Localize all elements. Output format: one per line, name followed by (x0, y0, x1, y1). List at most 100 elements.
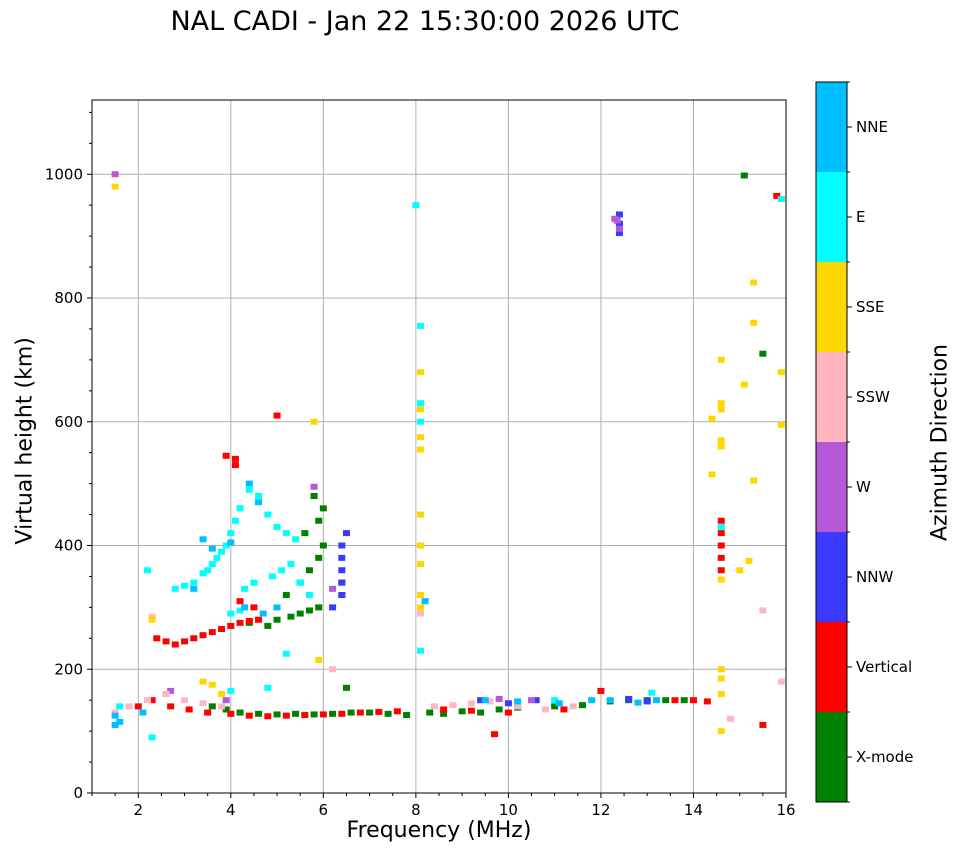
point-x-mode (426, 709, 434, 716)
point-sse (315, 656, 323, 663)
point-e (278, 567, 286, 574)
y-tick-label: 400 (54, 537, 83, 555)
point-e (282, 650, 290, 657)
point-e (171, 585, 179, 592)
point-vertical (773, 192, 781, 199)
point-vertical (148, 697, 156, 704)
y-tick-label: 200 (54, 660, 83, 678)
point-x-mode (222, 706, 230, 713)
point-nne (190, 585, 198, 592)
point-vertical (717, 530, 725, 537)
point-vertical (338, 710, 346, 717)
point-vertical (717, 517, 725, 524)
point-ssw (125, 703, 133, 710)
point-ssw (449, 702, 457, 709)
point-w (310, 483, 318, 490)
point-sse (416, 604, 424, 611)
x-tick-label: 10 (499, 801, 518, 819)
point-e (208, 561, 216, 568)
point-vertical (282, 712, 290, 719)
point-x-mode (440, 710, 448, 717)
chart-title: NAL CADI - Jan 22 15:30:00 2026 UTC (170, 6, 680, 37)
point-ssw (726, 715, 734, 722)
point-e (287, 561, 295, 568)
point-vertical (227, 622, 235, 629)
point-ssw (181, 697, 189, 704)
point-x-mode (662, 697, 670, 704)
point-nnw (342, 530, 350, 537)
point-x-mode (282, 592, 290, 598)
point-x-mode (236, 709, 244, 716)
point-w (222, 697, 230, 704)
point-vertical (717, 542, 725, 549)
point-e (648, 689, 656, 696)
point-nne (606, 697, 614, 704)
point-x-mode (680, 697, 688, 704)
point-vertical (231, 455, 239, 462)
point-x-mode (305, 567, 313, 574)
point-x-mode (310, 493, 318, 499)
point-ssw (569, 703, 577, 710)
point-e (268, 573, 276, 580)
point-x-mode (208, 703, 216, 710)
point-nnw (643, 698, 651, 705)
point-sse (717, 675, 725, 682)
x-tick-label: 16 (776, 801, 795, 819)
point-e (227, 687, 235, 694)
point-ssw (199, 700, 207, 707)
point-vertical (597, 687, 605, 694)
point-e (416, 322, 424, 329)
point-nnw (338, 567, 346, 574)
data-points (111, 171, 785, 741)
point-vertical (301, 712, 309, 719)
point-x-mode (366, 709, 374, 716)
point-vertical (208, 629, 216, 636)
point-vertical (671, 697, 679, 704)
point-sse (717, 728, 725, 735)
point-nne (481, 697, 489, 704)
colorbar-label: Azimuth Direction (927, 343, 953, 542)
point-nnw (338, 542, 346, 549)
point-ssw (486, 698, 494, 705)
point-e (264, 511, 272, 518)
colorbar-segment (816, 712, 847, 802)
point-e (296, 579, 304, 586)
colorbar-tick-label: X-mode (856, 748, 913, 766)
point-e (416, 418, 424, 425)
point-sse (218, 691, 226, 697)
point-e (227, 610, 235, 617)
point-ssw (759, 607, 767, 614)
point-e (236, 505, 244, 512)
point-ssw (329, 666, 337, 673)
point-sse (148, 616, 156, 623)
point-e (282, 530, 290, 537)
point-e (218, 548, 226, 555)
point-vertical (440, 706, 448, 713)
point-vertical (717, 567, 725, 574)
point-e (264, 684, 272, 691)
point-nnw (532, 697, 540, 704)
point-nne (245, 480, 253, 487)
x-axis-ticks: 2 4 6 8 10 12 14 16 (91, 793, 796, 819)
point-x-mode (264, 622, 272, 629)
point-e (148, 734, 156, 741)
point-x-mode (301, 530, 309, 537)
colorbar-tick-label: W (856, 478, 871, 496)
point-sse (416, 406, 424, 413)
y-tick-label: 600 (54, 413, 83, 431)
point-x-mode (296, 610, 304, 617)
point-x-mode (319, 542, 327, 549)
point-x-mode (315, 554, 323, 561)
point-nne (652, 697, 660, 704)
point-sse (111, 183, 119, 190)
colorbar-segment (816, 352, 847, 442)
point-x-mode (403, 712, 411, 719)
point-x-mode (273, 711, 281, 718)
y-axis-label: Virtual height (km) (12, 337, 38, 545)
point-vertical (467, 707, 475, 714)
point-ssw (162, 691, 170, 697)
point-sse (416, 446, 424, 453)
point-x-mode (319, 505, 327, 512)
point-vertical (236, 619, 244, 626)
